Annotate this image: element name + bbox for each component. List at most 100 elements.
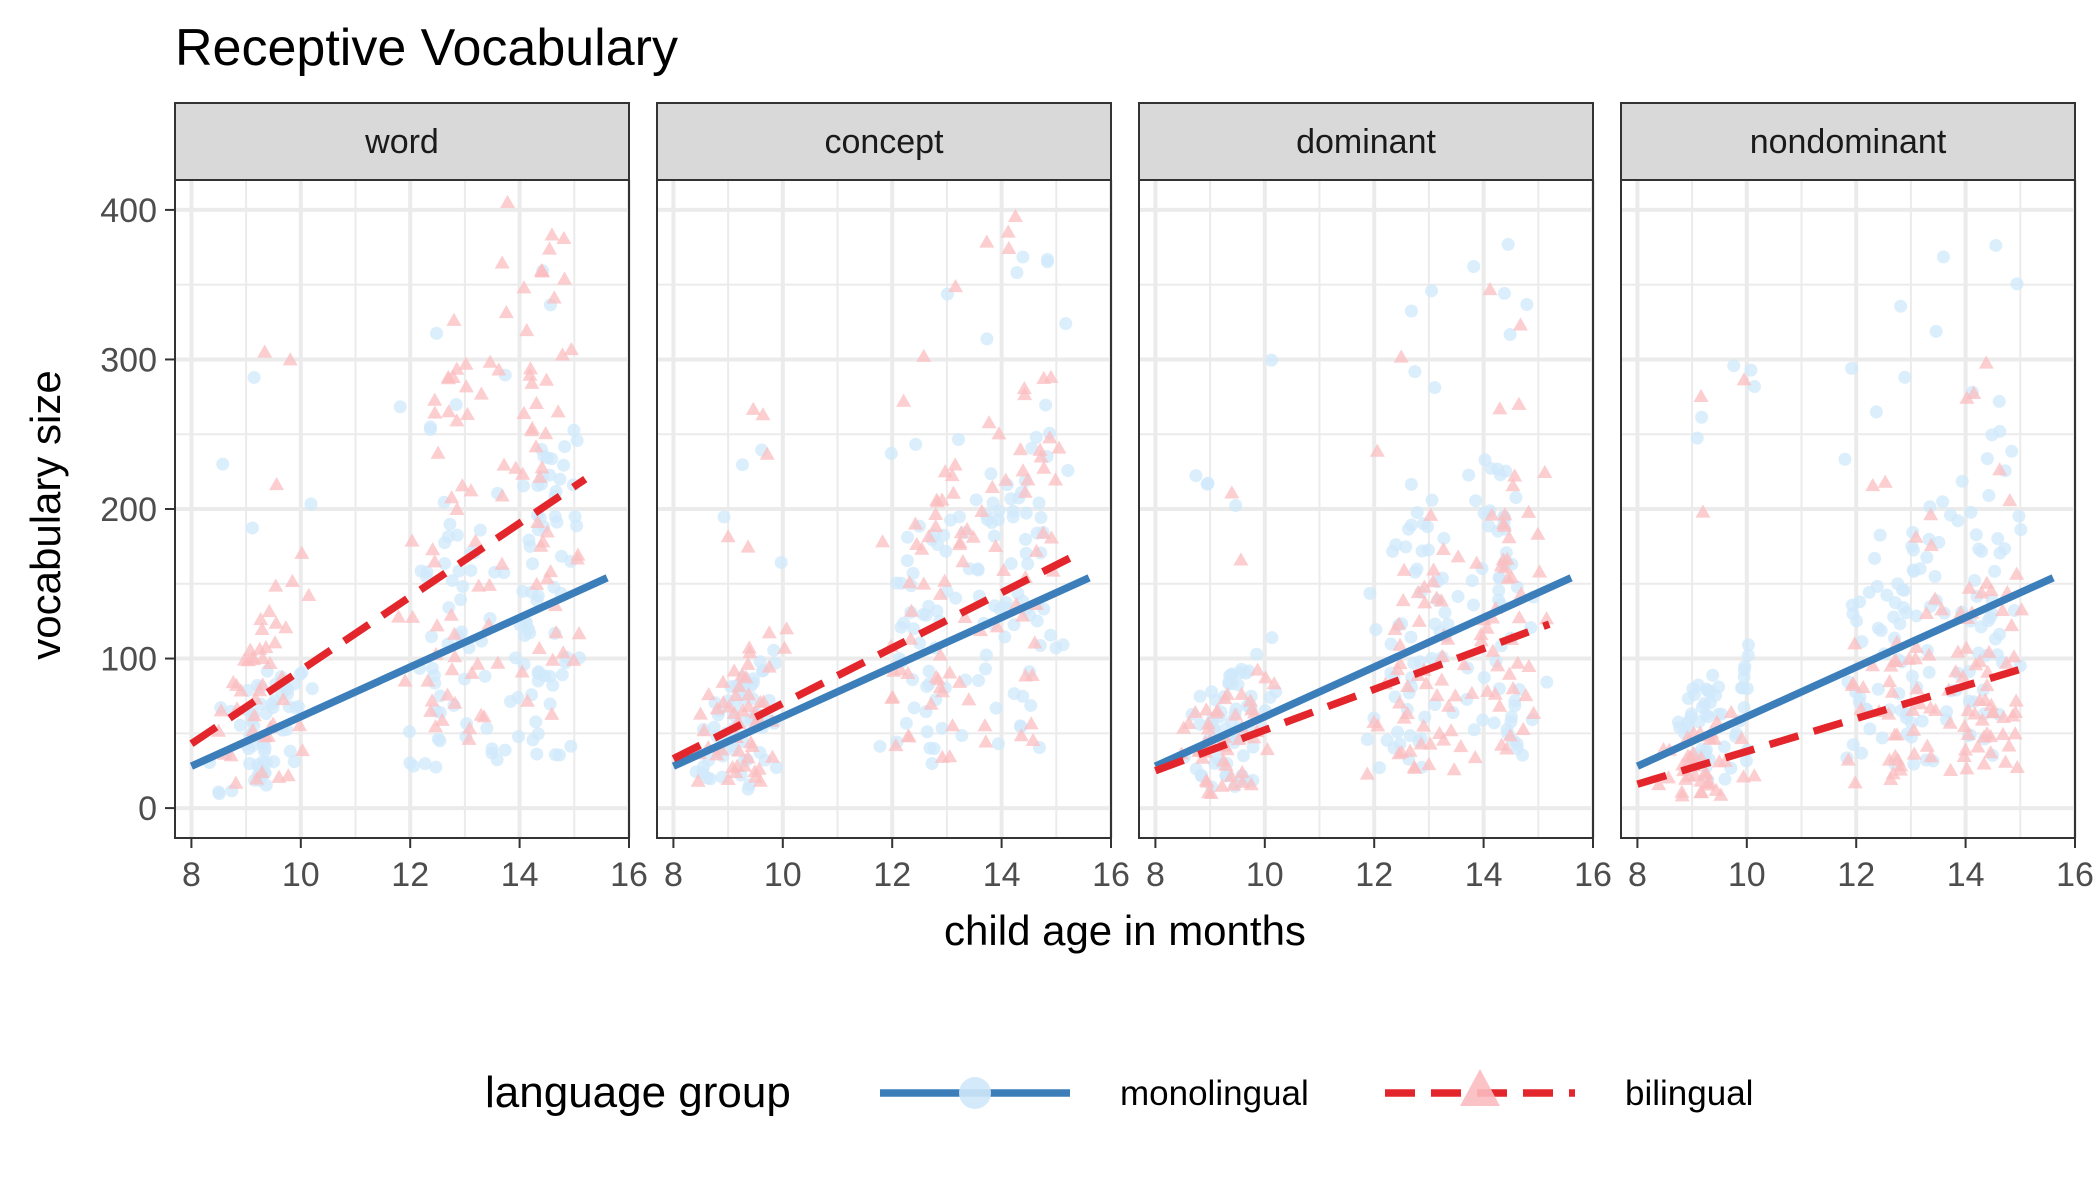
bilingual-point	[541, 241, 557, 255]
monolingual-point	[1399, 540, 1413, 554]
bilingual-point	[728, 764, 744, 779]
bilingual-point	[1961, 580, 1977, 594]
monolingual-point	[1846, 738, 1860, 752]
bilingual-point	[764, 749, 780, 763]
bilingual-point	[1998, 655, 2014, 669]
bilingual-point	[1521, 658, 1537, 673]
monolingual-point	[922, 664, 936, 678]
bilingual-point	[942, 665, 958, 679]
panel-nondominant: nondominant 8 10 12 14 16	[1620, 102, 2094, 894]
bilingual-point	[446, 312, 462, 326]
monolingual-point	[464, 563, 478, 577]
monolingual-point	[548, 509, 562, 523]
monolingual-point	[1718, 772, 1732, 786]
monolingual-point	[1497, 286, 1511, 300]
bilingual-fit-line	[189, 475, 588, 747]
bilingual-point	[1018, 668, 1034, 682]
bilingual-point	[1922, 700, 1938, 714]
bilingual-point	[245, 649, 261, 664]
bilingual-point	[463, 483, 479, 497]
bilingual-point	[1020, 472, 1036, 486]
monolingual-point	[1853, 690, 1867, 704]
bilingual-point	[427, 554, 443, 568]
monolingual-point	[1467, 723, 1481, 737]
bilingual-point	[548, 625, 564, 639]
bilingual-point	[427, 392, 443, 406]
bilingual-point	[1484, 507, 1500, 521]
monolingual-point	[909, 437, 923, 451]
bilingual-point	[462, 721, 478, 735]
bilingual-point	[1473, 626, 1489, 641]
bilingual-point	[294, 545, 310, 559]
bilingual-point	[1051, 440, 1067, 454]
monolingual-point	[1189, 469, 1203, 483]
monolingual-point	[935, 721, 949, 735]
monolingual-point	[955, 728, 969, 742]
bilingual-point	[397, 673, 413, 687]
bilingual-point	[2002, 492, 2018, 507]
bilingual-point	[262, 655, 278, 670]
legend-key-marker	[1460, 1069, 1500, 1106]
bilingual-point	[269, 476, 285, 491]
monolingual-point	[537, 449, 551, 463]
bilingual-point	[1651, 776, 1667, 791]
bilingual-point	[211, 723, 227, 737]
monolingual-point	[1980, 452, 1994, 466]
bilingual-point	[1048, 472, 1064, 486]
bilingual-point	[1983, 745, 1999, 759]
bilingual-point	[1032, 442, 1048, 456]
bilingual-point	[1425, 574, 1441, 588]
bilingual-point	[1393, 349, 1409, 363]
x-tick-label: 10	[1728, 856, 1766, 894]
bilingual-point	[280, 768, 296, 782]
monolingual-point	[1508, 694, 1522, 708]
bilingual-point	[1485, 643, 1501, 657]
bilingual-point	[1007, 208, 1023, 223]
bilingual-point	[1942, 715, 1958, 729]
bilingual-point	[885, 689, 901, 704]
monolingual-point	[1880, 588, 1894, 602]
monolingual-point	[1695, 700, 1709, 714]
bilingual-point	[524, 420, 540, 434]
bilingual-point	[921, 529, 937, 543]
monolingual-point	[1010, 266, 1024, 280]
bilingual-point	[539, 524, 555, 538]
bilingual-point	[434, 712, 450, 726]
bilingual-point	[519, 322, 535, 337]
bilingual-point	[1974, 712, 1990, 726]
bilingual-point	[1214, 778, 1230, 792]
bilingual-point	[1501, 666, 1517, 680]
monolingual-point	[1491, 462, 1505, 476]
bilingual-point	[1033, 449, 1049, 463]
bilingual-point	[1464, 685, 1480, 699]
monolingual-point	[1482, 519, 1496, 533]
bilingual-point	[1847, 775, 1863, 789]
monolingual-point	[1404, 630, 1418, 644]
facet-label: dominant	[1296, 123, 1436, 161]
bilingual-point	[1844, 677, 1860, 691]
monolingual-point	[1747, 380, 1761, 394]
monolingual-point	[951, 433, 965, 447]
monolingual-point	[1936, 495, 1950, 509]
bilingual-point	[953, 525, 969, 539]
monolingual-point	[1909, 609, 1923, 623]
bilingual-point	[777, 640, 793, 654]
monolingual-point	[913, 636, 927, 650]
monolingual-point	[949, 591, 963, 605]
legend-label: monolingual	[1120, 1074, 1309, 1113]
bilingual-point	[257, 344, 273, 358]
bilingual-point	[734, 667, 750, 681]
monolingual-point	[304, 497, 318, 511]
monolingual-point	[1985, 428, 1999, 442]
monolingual-point	[1863, 722, 1877, 736]
bilingual-point	[1865, 658, 1881, 672]
monolingual-point	[1250, 647, 1264, 661]
bilingual-point	[494, 488, 510, 502]
monolingual-point	[1920, 550, 1934, 564]
bilingual-point	[978, 734, 994, 748]
monolingual-point	[1915, 714, 1929, 728]
bilingual-point	[1919, 605, 1935, 619]
monolingual-point	[452, 564, 466, 578]
monolingual-point	[1462, 468, 1476, 482]
